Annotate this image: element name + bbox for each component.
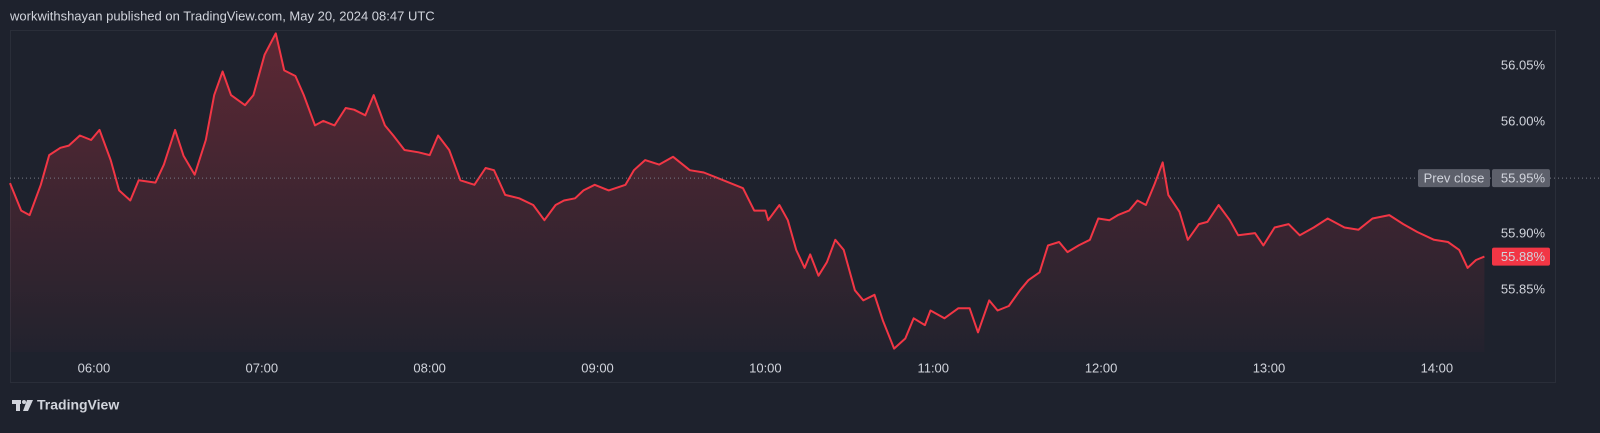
y-tick-label: 55.85%	[1501, 282, 1546, 297]
y-tick-label: 56.05%	[1501, 57, 1546, 72]
x-tick-label: 10:00	[749, 360, 782, 375]
x-tick-label: 11:00	[917, 360, 949, 375]
x-tick-label: 13:00	[1253, 360, 1286, 375]
logo-part	[22, 400, 26, 404]
prev-close-label: Prev close	[1424, 171, 1485, 186]
prev-close-tag	[1418, 169, 1490, 188]
prev-close-value-tag	[1492, 169, 1550, 188]
last-price-tag	[1492, 247, 1550, 266]
price-line	[9, 32, 1485, 350]
y-tick-label: 55.90%	[1501, 226, 1546, 241]
x-tick-label: 09:00	[581, 360, 614, 375]
last-price-label: 55.88%	[1501, 249, 1546, 264]
area	[10, 33, 1485, 353]
x-tick-label: 08:00	[413, 360, 446, 375]
prev-close-value: 55.95%	[1501, 171, 1546, 186]
logo-part	[16, 400, 20, 411]
x-tick-label: 14:00	[1421, 360, 1454, 375]
brand: TradingView	[37, 397, 119, 413]
header-caption: workwithshayan published on TradingView.…	[9, 8, 435, 23]
tv-logo	[12, 400, 33, 411]
x-tick-label: 07:00	[246, 360, 279, 375]
x-tick-label: 12:00	[1085, 360, 1118, 375]
y-tick-label: 56.00%	[1501, 113, 1546, 128]
x-tick-label: 06:00	[78, 360, 111, 375]
logo-part	[23, 400, 33, 411]
